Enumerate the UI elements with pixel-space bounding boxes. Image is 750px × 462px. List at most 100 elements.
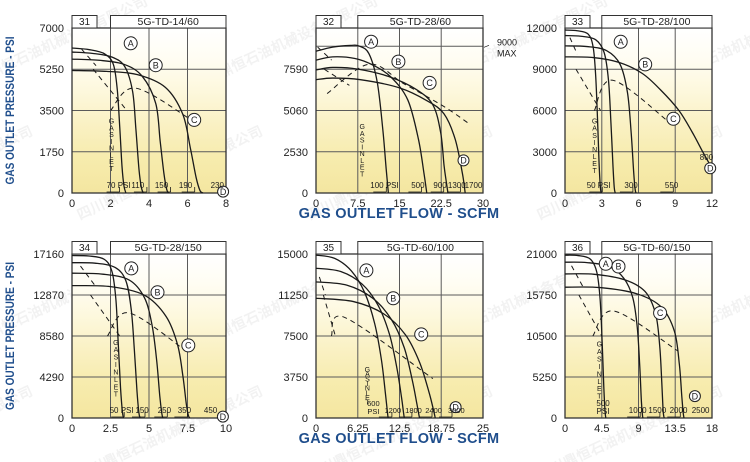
- svg-text:L: L: [114, 377, 118, 384]
- svg-text:15750: 15750: [526, 290, 557, 302]
- svg-text:800: 800: [700, 153, 714, 162]
- svg-text:PSI: PSI: [367, 407, 379, 416]
- svg-text:GAS OUTLET FLOW - SCFM: GAS OUTLET FLOW - SCFM: [299, 206, 500, 222]
- svg-text:7000: 7000: [40, 23, 64, 35]
- svg-text:500: 500: [411, 181, 425, 190]
- svg-text:5250: 5250: [40, 64, 64, 76]
- svg-text:L: L: [593, 154, 597, 161]
- svg-text:50 PSI: 50 PSI: [110, 406, 134, 415]
- svg-text:0: 0: [302, 188, 308, 200]
- svg-text:3750: 3750: [284, 372, 308, 384]
- svg-text:12870: 12870: [33, 290, 64, 302]
- svg-text:5060: 5060: [284, 106, 308, 118]
- svg-text:C: C: [418, 330, 425, 340]
- svg-text:0: 0: [302, 413, 308, 425]
- svg-text:A: A: [592, 126, 597, 133]
- svg-text:A: A: [128, 39, 134, 49]
- svg-text:10500: 10500: [526, 331, 557, 343]
- svg-text:0: 0: [69, 198, 75, 210]
- svg-text:230: 230: [211, 181, 225, 190]
- svg-text:9: 9: [672, 198, 678, 210]
- svg-text:1700: 1700: [465, 181, 483, 190]
- svg-text:T: T: [360, 171, 365, 178]
- svg-text:D: D: [707, 163, 714, 173]
- svg-text:2400: 2400: [425, 406, 442, 415]
- svg-text:11250: 11250: [278, 290, 308, 302]
- svg-text:9: 9: [635, 423, 641, 435]
- svg-text:100 PSI: 100 PSI: [370, 181, 398, 190]
- svg-text:A: A: [368, 37, 374, 47]
- svg-text:450: 450: [204, 406, 218, 415]
- svg-text:A: A: [128, 264, 134, 274]
- svg-text:GAS OUTLET PRESSURE - PSI: GAS OUTLET PRESSURE - PSI: [3, 37, 17, 185]
- svg-text:9000: 9000: [497, 37, 517, 47]
- svg-text:B: B: [390, 294, 396, 304]
- svg-text:B: B: [395, 57, 401, 67]
- svg-text:12: 12: [706, 198, 718, 210]
- svg-text:8: 8: [223, 198, 229, 210]
- svg-text:13.5: 13.5: [664, 423, 685, 435]
- svg-text:C: C: [426, 78, 433, 88]
- svg-text:250: 250: [158, 406, 172, 415]
- svg-text:7.5: 7.5: [180, 423, 195, 435]
- svg-text:A: A: [597, 349, 602, 356]
- svg-text:T: T: [592, 168, 597, 175]
- svg-text:5G-TD-60/150: 5G-TD-60/150: [623, 242, 690, 254]
- svg-text:1200: 1200: [384, 406, 401, 415]
- svg-text:5G-TD-60/100: 5G-TD-60/100: [387, 242, 454, 254]
- svg-text:31: 31: [79, 17, 91, 28]
- svg-text:I: I: [115, 362, 117, 369]
- svg-text:N: N: [592, 147, 597, 154]
- svg-text:3000: 3000: [448, 406, 465, 415]
- svg-text:10: 10: [220, 423, 232, 435]
- svg-text:A: A: [363, 266, 369, 276]
- svg-text:T: T: [365, 400, 370, 407]
- svg-text:21000: 21000: [526, 249, 557, 261]
- svg-text:2: 2: [107, 198, 113, 210]
- svg-text:7590: 7590: [284, 64, 308, 76]
- svg-text:17160: 17160: [33, 249, 64, 261]
- svg-text:70 PSI: 70 PSI: [107, 181, 131, 190]
- svg-text:5G-TD-28/100: 5G-TD-28/100: [623, 16, 690, 28]
- svg-text:6: 6: [635, 198, 641, 210]
- svg-text:5: 5: [146, 423, 152, 435]
- svg-text:G: G: [597, 342, 602, 349]
- svg-text:1000: 1000: [629, 406, 647, 415]
- svg-text:E: E: [592, 161, 597, 168]
- svg-text:550: 550: [665, 181, 679, 190]
- svg-text:18: 18: [706, 423, 718, 435]
- svg-text:2000: 2000: [670, 406, 688, 415]
- svg-text:36: 36: [572, 243, 584, 254]
- svg-text:900: 900: [433, 181, 447, 190]
- svg-text:0: 0: [551, 188, 557, 200]
- svg-text:GAS OUTLET PRESSURE - PSI: GAS OUTLET PRESSURE - PSI: [3, 262, 17, 410]
- svg-text:3500: 3500: [40, 106, 64, 118]
- svg-text:350: 350: [178, 406, 192, 415]
- svg-text:1300: 1300: [448, 181, 466, 190]
- svg-text:1800: 1800: [405, 406, 422, 415]
- svg-text:C: C: [657, 308, 664, 318]
- svg-text:150: 150: [135, 406, 149, 415]
- svg-text:7500: 7500: [284, 331, 308, 343]
- svg-text:N: N: [113, 369, 118, 376]
- svg-text:D: D: [460, 156, 467, 166]
- svg-text:34: 34: [79, 243, 91, 254]
- svg-text:2530: 2530: [284, 147, 308, 159]
- svg-text:5G-TD-14/60: 5G-TD-14/60: [138, 16, 199, 28]
- svg-text:5250: 5250: [533, 372, 557, 384]
- svg-text:A: A: [618, 37, 624, 47]
- svg-text:GAS OUTLET FLOW - SCFM: GAS OUTLET FLOW - SCFM: [299, 431, 500, 447]
- svg-text:33: 33: [572, 17, 584, 28]
- svg-text:A: A: [114, 347, 119, 354]
- svg-text:E: E: [597, 386, 602, 393]
- svg-text:0: 0: [58, 413, 64, 425]
- svg-text:8580: 8580: [40, 331, 64, 343]
- svg-text:5G-TD-28/150: 5G-TD-28/150: [135, 242, 202, 254]
- svg-text:32: 32: [323, 17, 335, 28]
- svg-text:T: T: [597, 394, 602, 401]
- svg-text:G: G: [592, 119, 597, 126]
- svg-text:6000: 6000: [533, 106, 557, 118]
- svg-text:N: N: [597, 371, 602, 378]
- svg-text:PSI: PSI: [597, 407, 610, 416]
- svg-text:A: A: [603, 259, 609, 269]
